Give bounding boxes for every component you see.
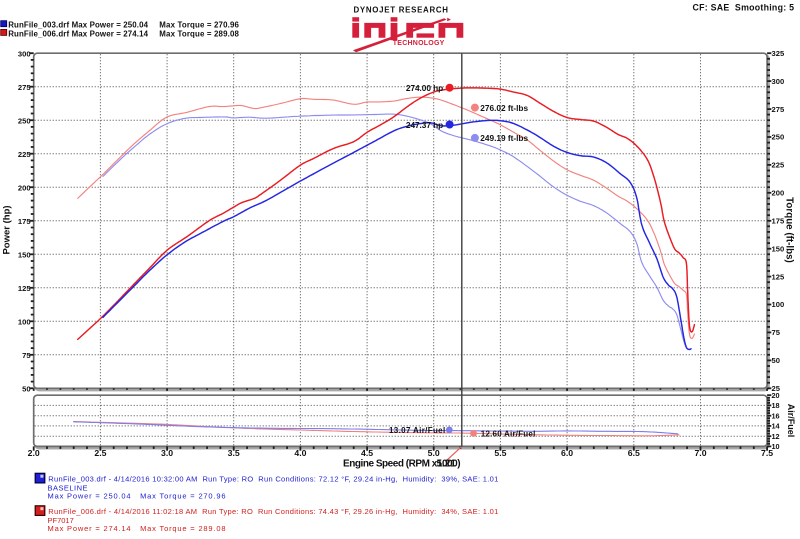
svg-text:175: 175 <box>18 217 31 226</box>
svg-text:5.0: 5.0 <box>428 448 440 458</box>
svg-text:247.37 hp: 247.37 hp <box>406 120 443 130</box>
svg-text:3.5: 3.5 <box>228 448 240 458</box>
svg-text:250: 250 <box>772 133 785 142</box>
svg-text:DYNOJET RESEARCH: DYNOJET RESEARCH <box>354 5 449 14</box>
svg-text:RunFile_006.drf - 4/14/2016 11: RunFile_006.drf - 4/14/2016 11:02:18 AM … <box>48 507 498 516</box>
svg-text:PF7017: PF7017 <box>48 516 74 525</box>
svg-text:Air/Fuel: Air/Fuel <box>786 404 796 438</box>
svg-text:2.0: 2.0 <box>28 448 40 458</box>
svg-text:12.60 Air/Fuel: 12.60 Air/Fuel <box>481 429 536 438</box>
svg-text:Max Torque = 289.08: Max Torque = 289.08 <box>159 29 239 38</box>
svg-text:276.02 ft-lbs: 276.02 ft-lbs <box>480 103 528 113</box>
svg-text:Power (hp): Power (hp) <box>2 205 13 254</box>
svg-text:225: 225 <box>772 161 785 170</box>
svg-text:10: 10 <box>772 442 780 451</box>
svg-text:3.0: 3.0 <box>161 448 173 458</box>
svg-text:5.21: 5.21 <box>437 458 457 469</box>
svg-text:275: 275 <box>772 105 785 114</box>
svg-text:125: 125 <box>772 272 785 281</box>
svg-text:20: 20 <box>772 391 780 400</box>
svg-text:4.0: 4.0 <box>294 448 306 458</box>
svg-text:150: 150 <box>18 251 31 260</box>
svg-text:175: 175 <box>772 216 785 225</box>
svg-text:7.5: 7.5 <box>761 448 773 458</box>
svg-text:13.07 Air/Fuel: 13.07 Air/Fuel <box>389 426 445 435</box>
svg-text:Torque (ft-lbs): Torque (ft-lbs) <box>784 197 795 263</box>
svg-text:14: 14 <box>772 422 781 431</box>
svg-text:Max Power = 274.14 Max Torqu: Max Power = 274.14 Max Torque = 289.08 <box>48 524 226 533</box>
svg-text:12: 12 <box>772 432 780 441</box>
svg-text:250: 250 <box>18 117 31 126</box>
svg-text:200: 200 <box>18 184 31 193</box>
svg-text:150: 150 <box>772 244 785 253</box>
svg-text:7.0: 7.0 <box>694 448 706 458</box>
svg-text:RunFile_006.drf Max Power = 27: RunFile_006.drf Max Power = 274.14 <box>8 29 148 38</box>
svg-text:100: 100 <box>772 300 785 309</box>
svg-text:300: 300 <box>18 50 31 59</box>
svg-text:Max Power = 250.04 Max Torqu: Max Power = 250.04 Max Torque = 270.96 <box>48 491 226 500</box>
svg-text:225: 225 <box>18 150 31 159</box>
svg-text:125: 125 <box>18 284 31 293</box>
svg-text:50: 50 <box>772 356 780 365</box>
svg-text:275: 275 <box>18 83 31 92</box>
svg-text:249.19 ft-lbs: 249.19 ft-lbs <box>480 133 528 143</box>
svg-text:Max Torque = 270.96: Max Torque = 270.96 <box>159 21 239 30</box>
svg-text:Engine Speed (RPM x1000): Engine Speed (RPM x1000) <box>343 458 461 469</box>
svg-text:300: 300 <box>772 77 785 86</box>
svg-text:RunFile_003.drf Max Power = 25: RunFile_003.drf Max Power = 250.04 <box>8 21 148 30</box>
svg-text:4.5: 4.5 <box>361 448 373 458</box>
svg-text:75: 75 <box>22 351 31 360</box>
svg-text:50: 50 <box>22 385 30 394</box>
svg-text:CF: SAE Smoothing: 5: CF: SAE Smoothing: 5 <box>693 3 795 13</box>
svg-text:18: 18 <box>772 401 780 410</box>
svg-text:5.5: 5.5 <box>494 448 506 458</box>
svg-text:16: 16 <box>772 411 780 420</box>
svg-text:BASELINE: BASELINE <box>48 484 88 493</box>
svg-text:75: 75 <box>772 328 781 337</box>
svg-text:2.5: 2.5 <box>94 448 106 458</box>
svg-text:6.0: 6.0 <box>561 448 573 458</box>
svg-text:25: 25 <box>772 384 781 393</box>
svg-text:200: 200 <box>772 189 785 198</box>
svg-text:100: 100 <box>18 318 31 327</box>
svg-text:325: 325 <box>772 49 785 58</box>
svg-text:6.5: 6.5 <box>628 448 640 458</box>
svg-text:RunFile_003.drf - 4/14/2016 10: RunFile_003.drf - 4/14/2016 10:32:00 AM … <box>48 475 498 484</box>
svg-text:274.00 hp: 274.00 hp <box>406 83 443 93</box>
svg-text:TECHNOLOGY: TECHNOLOGY <box>393 40 445 47</box>
